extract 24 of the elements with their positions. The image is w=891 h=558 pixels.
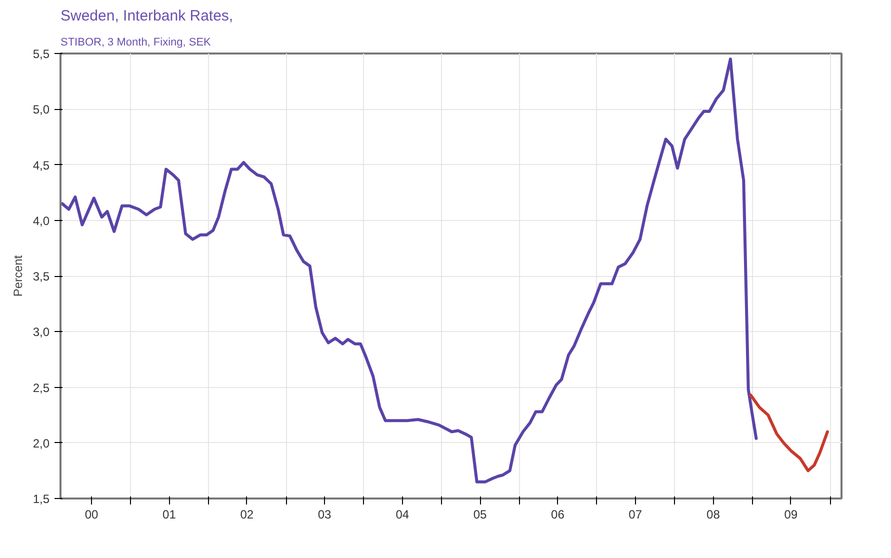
x-tick-label: 05 xyxy=(473,508,488,522)
x-tick-label: 06 xyxy=(551,508,565,522)
x-tick-label: 00 xyxy=(84,508,99,522)
y-tick-label: 1,5 xyxy=(32,492,50,506)
y-tick-label: 5,0 xyxy=(32,102,50,117)
y-axis-title: Percent xyxy=(10,254,25,297)
x-tick-label: 03 xyxy=(318,508,332,522)
x-tick-label: 07 xyxy=(628,508,642,522)
x-tick-label: 08 xyxy=(706,508,720,522)
x-tick-label: 09 xyxy=(784,508,798,522)
y-tick-label: 4,0 xyxy=(32,214,50,228)
x-tick-label: 01 xyxy=(162,508,176,522)
x-tick-label: 04 xyxy=(396,508,410,522)
line-series xyxy=(749,394,829,472)
chart-subtitle: STIBOR, 3 Month, Fixing, SEK xyxy=(60,36,212,48)
chart-title: Sweden, Interbank Rates, xyxy=(60,8,234,24)
line-series xyxy=(60,58,758,484)
y-tick-label: 2,5 xyxy=(32,380,50,395)
y-tick-label: 4,5 xyxy=(32,158,50,172)
y-tick-label: 5,5 xyxy=(32,47,50,61)
y-tick-label: 3,5 xyxy=(32,270,50,284)
y-tick-label: 2,0 xyxy=(32,436,50,450)
x-tick-label: 02 xyxy=(240,508,254,522)
y-tick-label: 3,0 xyxy=(32,325,50,340)
